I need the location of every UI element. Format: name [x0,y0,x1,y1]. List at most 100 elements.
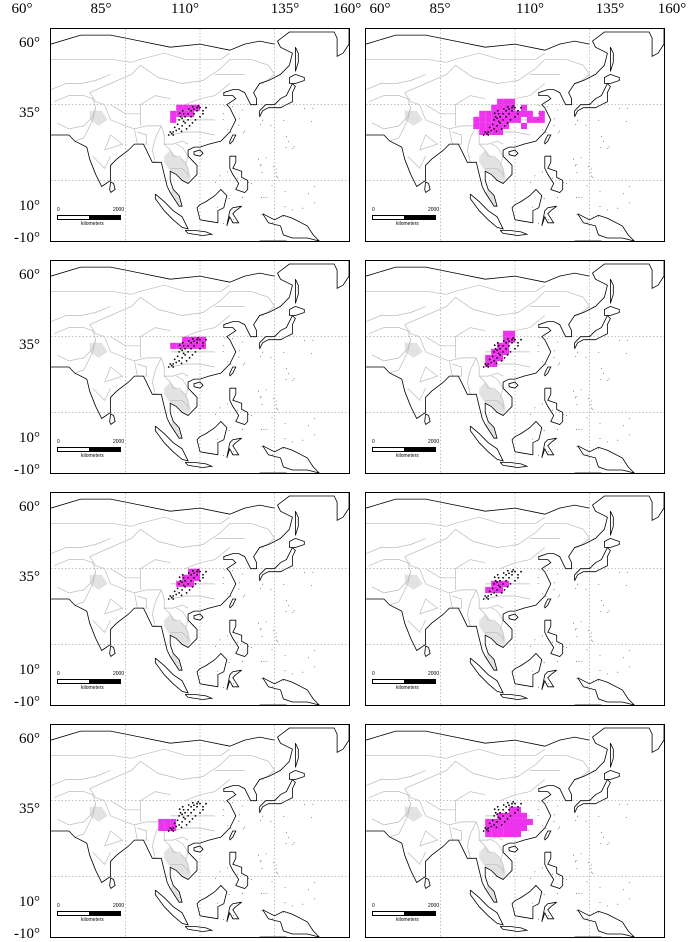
island-dot [577,119,578,121]
coastline [366,261,664,439]
occurrence-point [490,361,493,364]
range-cell [497,354,504,361]
island-dot [547,220,548,222]
latitude-label: 35° [19,105,40,121]
island-dot [537,815,539,816]
occurrence-point [488,822,491,825]
island-dot [262,583,263,585]
island-dot [251,415,253,416]
range-cell [479,110,486,117]
occurrence-point [181,117,184,120]
island-dot [575,819,577,821]
island-dot [607,843,609,845]
occurrence-point [193,344,195,347]
occurrence-point [181,125,184,127]
country-border [151,357,162,395]
island-dot [232,452,233,454]
island-dot [239,582,241,584]
range-cell [497,342,504,349]
island-dot [576,678,578,680]
coastline [196,188,228,224]
occurrence-point [512,337,515,339]
island-dot [607,441,608,443]
island-dot [242,109,244,111]
map-canvas [51,261,349,473]
island-dot [215,181,217,183]
range-cell [182,110,189,117]
island-dot [261,636,263,637]
shaded-region [164,614,192,648]
occurrence-point [197,337,200,339]
coastline [574,778,611,813]
range-cell [497,824,504,831]
occurrence-point [184,579,187,582]
country-border [478,607,504,642]
occurrence-point [514,579,516,582]
occurrence-point [178,815,180,817]
occurrence-point [182,352,185,355]
island-dot [283,584,285,585]
island-dot [619,340,620,341]
occurrence-point [482,830,485,832]
longitude-label: 110° [516,1,544,17]
island-dot [286,832,287,833]
occurrence-point [511,109,513,112]
island-dot [272,686,274,688]
occurrence-point [499,586,501,588]
island-dot [629,202,630,204]
occurrence-point [485,596,488,599]
latitude-label: -10° [14,926,40,942]
coastline [424,645,431,657]
island-dot [284,438,286,440]
island-dot [530,645,531,647]
coastline [603,73,620,84]
scale-end-label: 2000 [113,903,125,909]
island-dot [304,572,305,573]
island-dot [261,661,262,663]
scale-start-label: 0 [372,671,375,677]
occurrence-point [493,360,495,362]
coastline [184,461,214,468]
occurrence-point [502,804,505,806]
occurrence-point [193,108,195,111]
occurrence-point [509,351,512,353]
range-cell [188,336,195,343]
island-dot [587,222,589,224]
range-cell [164,824,171,831]
island-dot [532,438,533,440]
island-dot [242,892,243,894]
shaded-region [485,653,498,671]
island-dot [607,905,608,907]
occurrence-point [482,598,485,600]
range-cell [200,336,206,343]
island-dot [543,198,545,200]
coastline [574,546,611,581]
island-dot [581,429,583,430]
island-dot [239,350,241,352]
coastline [499,693,529,700]
island-dot [308,425,309,427]
country-border [170,827,215,832]
island-dot [263,196,265,198]
island-dot [623,889,624,891]
island-dot [288,836,289,838]
map-canvas [51,29,349,241]
occurrence-point [180,362,183,365]
island-dot [236,409,238,411]
island-dot [260,397,261,399]
occurrence-point [180,594,183,597]
occurrence-point [517,805,519,808]
island-dot [304,804,305,805]
coastline [196,652,228,688]
island-dot [557,596,559,598]
occurrence-point [179,579,182,582]
island-dot [557,341,559,343]
island-dot [265,853,267,855]
island-dot [607,147,609,149]
island-dot [239,814,241,816]
island-dot [266,429,268,430]
island-dot [260,860,262,861]
island-dot [566,415,567,416]
island-dot [222,583,224,584]
island-dot [563,646,565,647]
